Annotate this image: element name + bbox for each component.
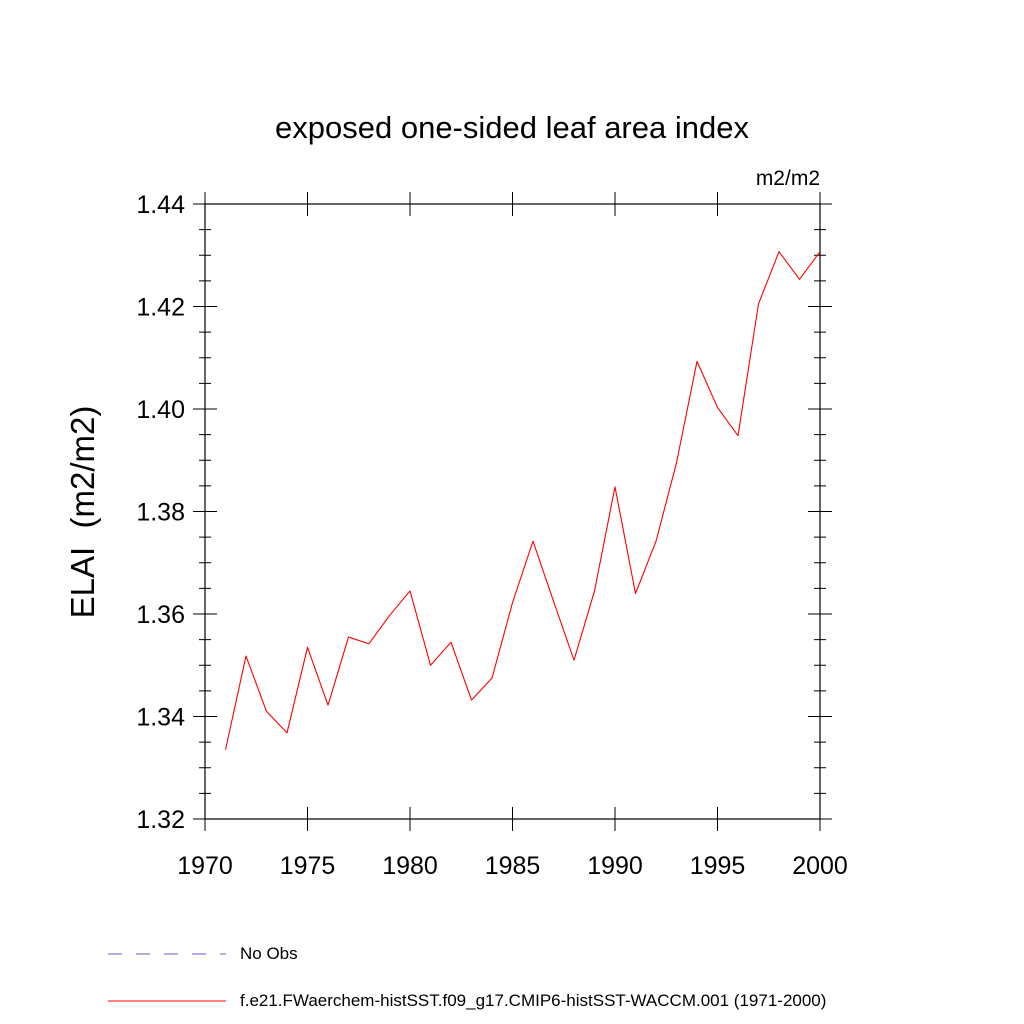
series-line: [224, 251, 821, 750]
x-tick-label: 1985: [485, 852, 541, 880]
y-tick-label: 1.34: [136, 704, 185, 732]
y-tick-label: 1.44: [136, 191, 185, 219]
legend: No Obs f.e21.FWaerchem-histSST.f09_g17.C…: [108, 944, 826, 1010]
chart-title: exposed one-sided leaf area index: [275, 110, 749, 145]
y-axis: 1.32 1.34 1.36 1.38 1.40 1.42 1.44: [136, 191, 832, 834]
x-tick-label: 1970: [177, 852, 233, 880]
x-tick-label: 1990: [587, 852, 643, 880]
series-layer: [224, 251, 821, 750]
y-tick-label: 1.38: [136, 499, 185, 527]
x-tick-label: 2000: [792, 852, 848, 880]
x-tick-label: 1975: [280, 852, 336, 880]
y-tick-label: 1.32: [136, 806, 185, 834]
x-tick-label: 1980: [382, 852, 438, 880]
y-axis-label: ELAI (m2/m2): [64, 406, 101, 619]
legend-label-no-obs: No Obs: [240, 944, 298, 963]
x-tick-label: 1995: [690, 852, 746, 880]
y-tick-label: 1.36: [136, 601, 185, 629]
x-axis: 1970 1975 1980 1985 1990 1995 2000: [177, 192, 848, 880]
legend-label-model: f.e21.FWaerchem-histSST.f09_g17.CMIP6-hi…: [240, 991, 826, 1010]
y-tick-label: 1.40: [136, 396, 185, 424]
units-label: m2/m2: [756, 167, 820, 190]
y-tick-label: 1.42: [136, 294, 185, 322]
plot-frame: [204, 203, 821, 820]
